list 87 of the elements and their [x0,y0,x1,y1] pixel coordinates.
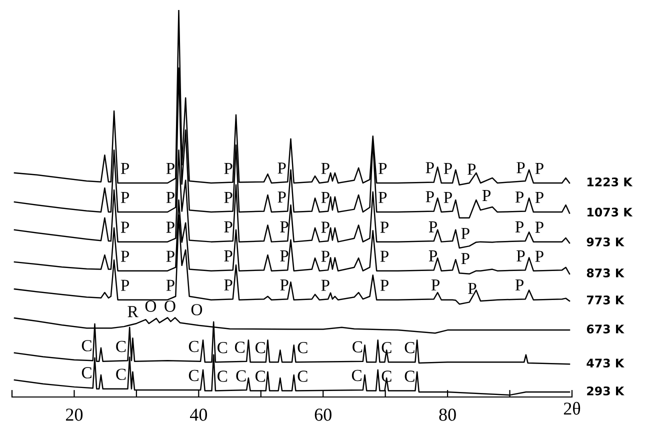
annotation: P [516,162,525,174]
annotation: C [218,342,228,354]
annotation: C [352,370,362,382]
annotation: P [516,250,525,262]
annotation: C [82,340,92,352]
annotation: P [278,162,286,174]
annotation: P [224,192,232,203]
annotation: P [468,282,476,294]
annotation: P [224,221,232,232]
annotation: P [280,250,288,262]
annotation: C [404,342,414,354]
annotation: P [428,250,438,262]
annotation: C [255,370,266,382]
x-tick-label: 60 [314,408,332,421]
annotation: P [321,280,330,291]
annotation: C [188,370,198,382]
series-label: 673 K [586,324,624,334]
annotation: P [120,222,130,233]
annotation: P [535,162,544,174]
annotation: O [145,300,156,312]
annotation: C [382,342,392,354]
annotation: P [278,192,286,203]
annotation: P [380,280,388,291]
annotation: P [380,250,388,262]
annotation: P [224,279,232,290]
series-label: 1073 K [588,208,633,217]
annotation: C [236,370,246,382]
annotation: P [166,192,174,203]
annotation: P [428,221,438,232]
annotation: P [224,250,232,262]
annotation: P [444,162,452,174]
annotation: C [116,340,126,352]
annotation: P [515,279,524,290]
annotation: C [188,340,198,352]
annotation: C [218,370,228,382]
series-label: 1223 K [588,177,633,186]
x-tick-label: 20 [66,408,83,421]
annotation: P [321,222,330,233]
annotation: O [164,300,176,312]
series-label: 773 K [586,296,624,304]
x-tick-label: 80 [439,408,456,421]
series-label: 473 K [586,358,624,368]
annotation: P [426,162,434,174]
annotation: P [378,162,387,174]
annotation: C [82,367,92,378]
annotation: C [352,341,362,352]
annotation: P [120,162,130,174]
annotation: P [482,190,491,201]
annotation: P [515,221,524,232]
annotation: C [404,370,414,382]
series-label: 873 K [586,268,624,278]
x-axis-title: 2θ [564,402,580,415]
annotation: P [321,192,330,203]
annotation: C [116,368,126,380]
annotation: P [380,222,388,233]
annotation: P [461,228,470,239]
annotation: R [128,306,138,318]
annotation: P [431,279,440,290]
annotation: C [234,342,244,353]
annotation: P [166,222,174,233]
annotation: P [467,164,476,175]
annotation: C [255,342,266,354]
annotation: P [120,192,130,203]
annotation: P [535,192,544,203]
series-label: 293 K [587,386,624,396]
annotation: C [298,342,308,354]
annotation: C [298,370,308,382]
annotation: P [321,162,330,174]
annotation: P [166,162,174,174]
annotation: P [166,250,174,262]
annotation: P [321,250,330,262]
annotation: P [120,250,130,262]
annotation: P [120,280,130,291]
annotation: P [224,162,232,174]
annotation: P [461,253,470,264]
annotation: P [515,192,524,203]
annotation: P [166,280,174,291]
annotation: O [191,304,202,316]
annotation: P [535,250,544,262]
series-label: 973 K [586,237,624,246]
annotation: P [535,222,544,233]
annotation: P [280,279,288,290]
annotation: P [444,192,452,203]
annotation: P [426,191,434,202]
x-tick-label: 40 [190,408,208,421]
annotation: P [280,221,288,232]
annotation: P [378,192,387,203]
